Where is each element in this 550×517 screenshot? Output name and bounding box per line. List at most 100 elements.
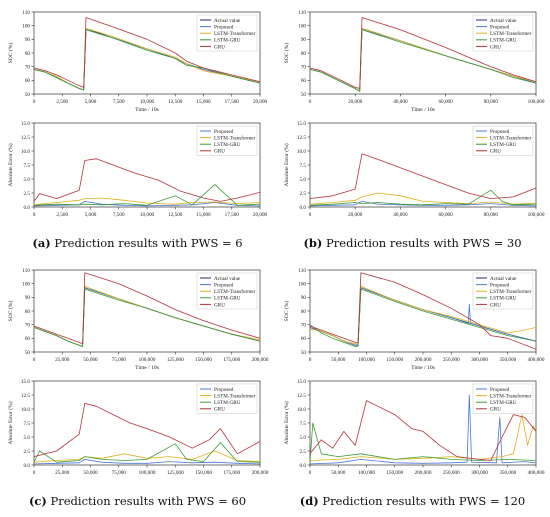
x-tick-label: 125,000 [167, 357, 184, 363]
series-line-lstm-gru [33, 288, 261, 347]
legend-label: Actual value [214, 18, 241, 24]
y-axis-label: Absolute Error (%) [7, 401, 14, 444]
x-tick-label: 250,000 [443, 470, 460, 476]
legend-label: Proposed [490, 25, 510, 31]
x-tick-label: 2,500 [56, 99, 68, 105]
y-tick-label: 2.5 [24, 191, 31, 197]
x-tick-label: 400,000 [528, 470, 545, 476]
x-tick-label: 50,000 [83, 470, 98, 476]
legend-label: LSTM-GRU [214, 142, 241, 148]
x-tick-label: 350,000 [499, 357, 516, 363]
y-tick-label: 100 [298, 23, 306, 29]
legend-label: Proposed [214, 129, 234, 135]
y-tick-label: 80 [301, 309, 307, 315]
y-tick-label: 7.5 [24, 421, 31, 427]
x-tick-label: 150,000 [386, 357, 403, 363]
y-tick-label: 2.5 [24, 449, 31, 455]
legend-label: LSTM-GRU [490, 296, 517, 302]
caption-a-letter: (a) [32, 236, 51, 250]
x-tick-label: 10,000 [140, 212, 155, 218]
x-tick-label: 100,000 [358, 470, 375, 476]
x-tick-label: 12,500 [168, 212, 183, 218]
x-tick-label: 200,000 [415, 470, 432, 476]
plot-b-err: 0 20,000 40,000 60,000 80,000 100,000 0.0 2.5 5.… [283, 121, 545, 218]
caption-d-letter: (d) [299, 494, 319, 508]
series-line-gru [309, 272, 537, 350]
x-tick-label: 100,000 [358, 357, 375, 363]
y-tick-label: 15.0 [297, 379, 306, 385]
series-line-gru [33, 272, 261, 345]
series-line-proposed [33, 459, 261, 465]
y-tick-label: 15.0 [297, 121, 306, 127]
x-tick-label: 300,000 [471, 357, 488, 363]
series-line-lstm-gru [33, 29, 261, 91]
legend-label: LSTM-Transformer [214, 30, 256, 37]
y-tick-label: 2.5 [300, 191, 307, 197]
y-tick-label: 10.0 [21, 149, 30, 155]
legend-label: Actual value [214, 276, 241, 282]
x-axis-label: Time / 10s [411, 107, 435, 113]
caption-b-letter: (b) [303, 236, 323, 250]
x-tick-label: 20,000 [253, 99, 268, 105]
x-tick-label: 60,000 [438, 212, 453, 218]
x-tick-label: 5,000 [85, 99, 97, 105]
y-tick-label: 12.5 [21, 393, 30, 399]
x-tick-label: 0 [33, 357, 36, 363]
x-tick-label: 25,000 [55, 470, 70, 476]
plot-d-soc: 0 50,000 100,000 150,000 200,000 250,000 300,0… [283, 268, 545, 371]
x-tick-label: 0 [309, 212, 312, 218]
series-line-lstm-transformer [33, 28, 261, 91]
y-tick-label: 50 [25, 92, 31, 98]
legend-label: Actual value [490, 18, 517, 24]
y-tick-label: 10.0 [21, 407, 30, 413]
plot-d-err: 0 50,000 100,000 150,000 200,000 250,000 300,0… [283, 379, 545, 476]
series-line-lstm-transformer [33, 197, 261, 206]
legend-label: LSTM-GRU [490, 142, 517, 148]
y-axis-label: SOC (%) [7, 43, 14, 64]
legend-label: LSTM-Transformer [490, 288, 532, 295]
legend-label: LSTM-GRU [490, 400, 517, 406]
x-tick-label: 0 [309, 99, 312, 105]
y-tick-label: 0.0 [24, 205, 31, 211]
x-tick-label: 0 [309, 470, 312, 476]
y-tick-label: 50 [25, 350, 31, 356]
series-line-lstm-gru [309, 189, 537, 206]
legend-label: LSTM-GRU [490, 38, 517, 44]
legend-label: GRU [490, 44, 501, 50]
x-tick-label: 400,000 [528, 357, 545, 363]
series-line-proposed [309, 201, 537, 207]
y-axis-label: Absolute Error (%) [7, 143, 14, 186]
y-tick-label: 60 [25, 336, 31, 342]
y-tick-label: 70 [301, 322, 307, 328]
plot-c-soc: 0 25,000 50,000 75,000 100,000 125,000 150,000… [7, 268, 269, 371]
series-line-gru [309, 153, 537, 199]
y-tick-label: 110 [298, 10, 306, 16]
x-tick-label: 5,000 [85, 212, 97, 218]
legend-label: GRU [490, 407, 501, 413]
y-tick-label: 10.0 [297, 407, 306, 413]
x-tick-label: 0 [33, 212, 36, 218]
y-tick-label: 60 [301, 336, 307, 342]
y-tick-label: 15.0 [21, 379, 30, 385]
legend-label: LSTM-Transformer [490, 393, 532, 400]
legend-label: LSTM-Transformer [490, 30, 532, 37]
legend-label: GRU [214, 302, 225, 308]
legend-label: Proposed [490, 387, 510, 393]
caption-a-text: Prediction results with PWS = 6 [54, 236, 243, 250]
series-line-gru [33, 17, 261, 88]
y-tick-label: 7.5 [24, 163, 31, 169]
y-axis-label: Absolute Error (%) [283, 401, 290, 444]
y-tick-label: 80 [25, 309, 31, 315]
x-tick-label: 17,500 [225, 212, 240, 218]
x-tick-label: 250,000 [443, 357, 460, 363]
x-tick-label: 20,000 [348, 99, 363, 105]
series-line-lstm-gru [33, 184, 261, 206]
y-tick-label: 0.0 [24, 463, 31, 469]
x-tick-label: 175,000 [223, 357, 240, 363]
y-tick-label: 100 [22, 281, 30, 287]
y-tick-label: 10.0 [297, 149, 306, 155]
x-tick-label: 75,000 [112, 357, 127, 363]
x-tick-label: 200,000 [252, 470, 269, 476]
x-tick-label: 75,000 [112, 470, 127, 476]
x-tick-label: 15,000 [196, 212, 211, 218]
